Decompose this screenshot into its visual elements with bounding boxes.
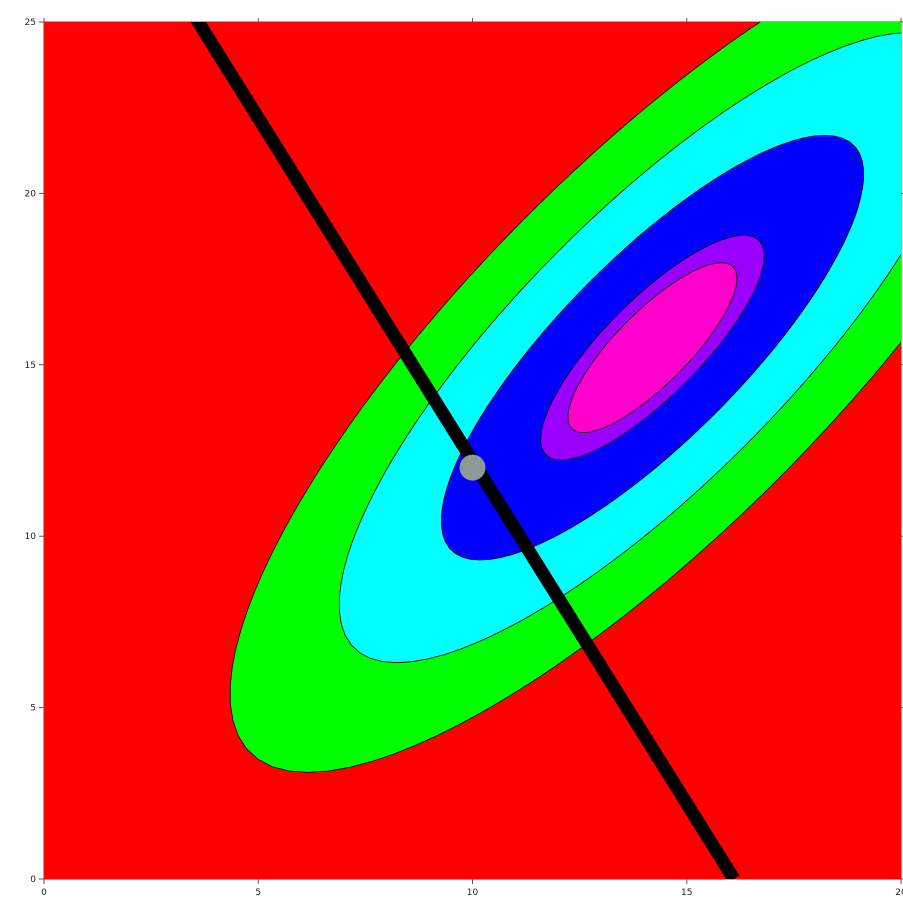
y-tick-label: 5	[30, 704, 36, 714]
y-tick-label: 20	[25, 189, 37, 199]
x-tick-label: 20	[895, 888, 903, 898]
y-tick-label: 25	[25, 18, 36, 28]
y-tick-label: 0	[30, 875, 36, 885]
y-tick-label: 15	[25, 361, 36, 371]
contour-region-5	[567, 262, 738, 434]
constraint-line	[190, 22, 740, 879]
x-tick-label: 5	[255, 888, 261, 898]
x-tick-label: 15	[681, 888, 692, 898]
x-tick-label: 10	[467, 888, 479, 898]
x-tick-label: 0	[41, 888, 47, 898]
y-tick-label: 10	[25, 532, 37, 542]
optimum-point	[459, 454, 486, 481]
